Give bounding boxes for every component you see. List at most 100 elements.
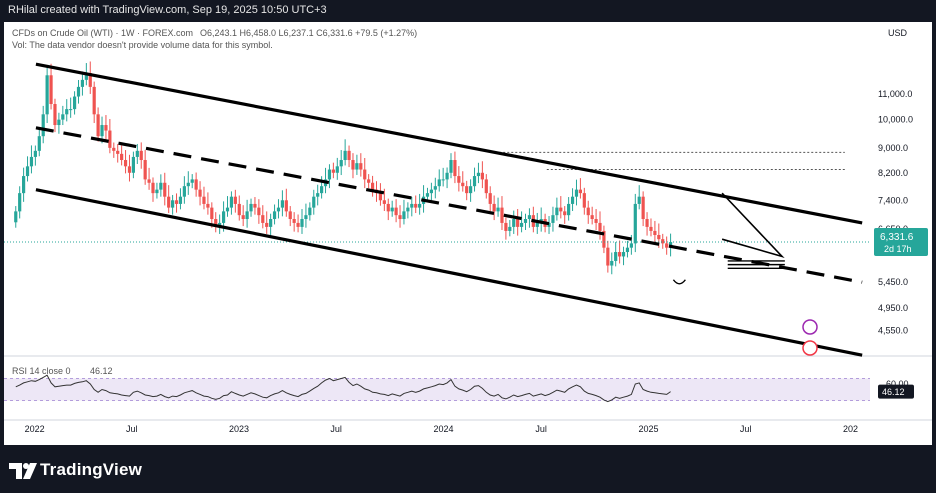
candle-body bbox=[84, 73, 88, 80]
candle-body bbox=[120, 153, 124, 161]
candle-body bbox=[504, 222, 508, 231]
price-tick-label: 10,000.0 bbox=[878, 115, 913, 125]
candle-body bbox=[590, 215, 594, 220]
candle-body bbox=[437, 179, 441, 187]
chart-canvas[interactable]: 11,000.010,000.09,000.08,200.07,400.06,6… bbox=[4, 22, 932, 445]
candle-body bbox=[370, 182, 375, 190]
candle-body bbox=[92, 86, 96, 115]
candle-body bbox=[280, 200, 284, 208]
channel-line bbox=[35, 188, 863, 357]
candle-body bbox=[465, 186, 469, 194]
candle-body bbox=[516, 219, 520, 227]
candle-body bbox=[563, 211, 567, 216]
candle-body bbox=[649, 226, 653, 231]
candle-body bbox=[57, 119, 61, 126]
candle-body bbox=[625, 247, 630, 253]
candle-body bbox=[378, 193, 383, 201]
candle-body bbox=[210, 207, 214, 220]
candle-body bbox=[480, 172, 484, 180]
candle-body bbox=[484, 179, 488, 194]
candle-body bbox=[594, 219, 598, 223]
chart-panel[interactable] bbox=[4, 22, 932, 445]
rsi-line bbox=[15, 374, 671, 403]
candle-body bbox=[45, 75, 49, 115]
candle-body bbox=[22, 176, 26, 194]
candle-body bbox=[500, 207, 504, 223]
candle-body bbox=[551, 215, 555, 223]
candle-body bbox=[527, 215, 532, 220]
candle-body bbox=[288, 211, 292, 220]
rsi-value: 46.12 bbox=[882, 387, 905, 397]
rsi-label: RSI 14 close 0 bbox=[12, 366, 71, 376]
candle-body bbox=[570, 196, 575, 204]
candle-body bbox=[508, 226, 512, 231]
candle-body bbox=[641, 196, 645, 220]
candle-body bbox=[72, 96, 77, 110]
candle-body bbox=[476, 172, 481, 177]
candle-body bbox=[69, 109, 73, 111]
candle-body bbox=[171, 200, 175, 208]
candle-body bbox=[190, 179, 194, 183]
candle-body bbox=[398, 215, 402, 220]
time-tick-label: 2023 bbox=[229, 424, 249, 434]
candle-body bbox=[233, 196, 237, 204]
candle-body bbox=[116, 150, 120, 154]
time-tick-label: Jul bbox=[126, 424, 138, 434]
candle-body bbox=[174, 200, 179, 204]
candle-body bbox=[257, 207, 261, 216]
candle-body bbox=[198, 189, 202, 197]
candle-body bbox=[18, 193, 22, 212]
candle-body bbox=[163, 182, 167, 197]
candle-body bbox=[339, 160, 343, 167]
rsi-tick-label: 60.00 bbox=[886, 379, 909, 389]
candle-body bbox=[308, 207, 312, 216]
candles-layer bbox=[14, 61, 673, 275]
footer-bar bbox=[0, 452, 936, 493]
earnings-event-icon[interactable] bbox=[802, 319, 818, 335]
last-price-badge bbox=[874, 228, 928, 257]
candle-body bbox=[100, 125, 104, 137]
candle-body bbox=[402, 211, 406, 220]
candle-body bbox=[343, 150, 347, 161]
candle-body bbox=[418, 203, 422, 208]
candle-body bbox=[559, 207, 563, 212]
candle-body bbox=[351, 160, 355, 170]
candle-body bbox=[602, 230, 606, 248]
candle-body bbox=[41, 114, 45, 137]
channel-midline-dashed bbox=[35, 126, 863, 284]
candle-body bbox=[300, 219, 304, 227]
candle-body bbox=[578, 189, 582, 194]
candle-body bbox=[237, 203, 241, 216]
candle-body bbox=[147, 179, 151, 183]
credit-text: RHilal created with TradingView.com, Sep… bbox=[8, 4, 327, 16]
candle-body bbox=[390, 207, 394, 212]
time-tick-label: 2025 bbox=[638, 424, 658, 434]
candle-body bbox=[112, 147, 116, 151]
candle-body bbox=[206, 203, 210, 208]
us-flag-event-icon[interactable] bbox=[802, 340, 818, 356]
price-tick-label: 11,000.0 bbox=[878, 89, 912, 99]
candle-body bbox=[653, 230, 657, 236]
candle-body bbox=[131, 156, 135, 173]
price-tick-label: 4,550.0 bbox=[878, 326, 908, 336]
legend-layer: CFDs on Crude Oil (WTI) · 1W · FOREX.com… bbox=[12, 28, 417, 376]
tradingview-logo-icon bbox=[9, 463, 37, 479]
bar-countdown: 2d 17h bbox=[884, 244, 912, 254]
rsi-legend-value: 46.12 bbox=[90, 366, 113, 376]
candle-body bbox=[292, 219, 296, 223]
candle-body bbox=[312, 196, 316, 208]
time-tick-label: 2022 bbox=[25, 424, 45, 434]
candle-body bbox=[331, 169, 335, 173]
candle-body bbox=[104, 125, 108, 131]
price-tick-label: 8,200.0 bbox=[878, 168, 908, 178]
candle-body bbox=[414, 203, 418, 208]
candle-body bbox=[406, 207, 410, 212]
candle-body bbox=[661, 239, 665, 244]
candle-body bbox=[304, 215, 308, 220]
candle-body bbox=[382, 200, 386, 204]
candle-body bbox=[37, 136, 41, 151]
candle-body bbox=[425, 193, 430, 197]
candle-body bbox=[355, 163, 359, 170]
candle-body bbox=[249, 203, 253, 212]
candle-body bbox=[49, 75, 53, 105]
